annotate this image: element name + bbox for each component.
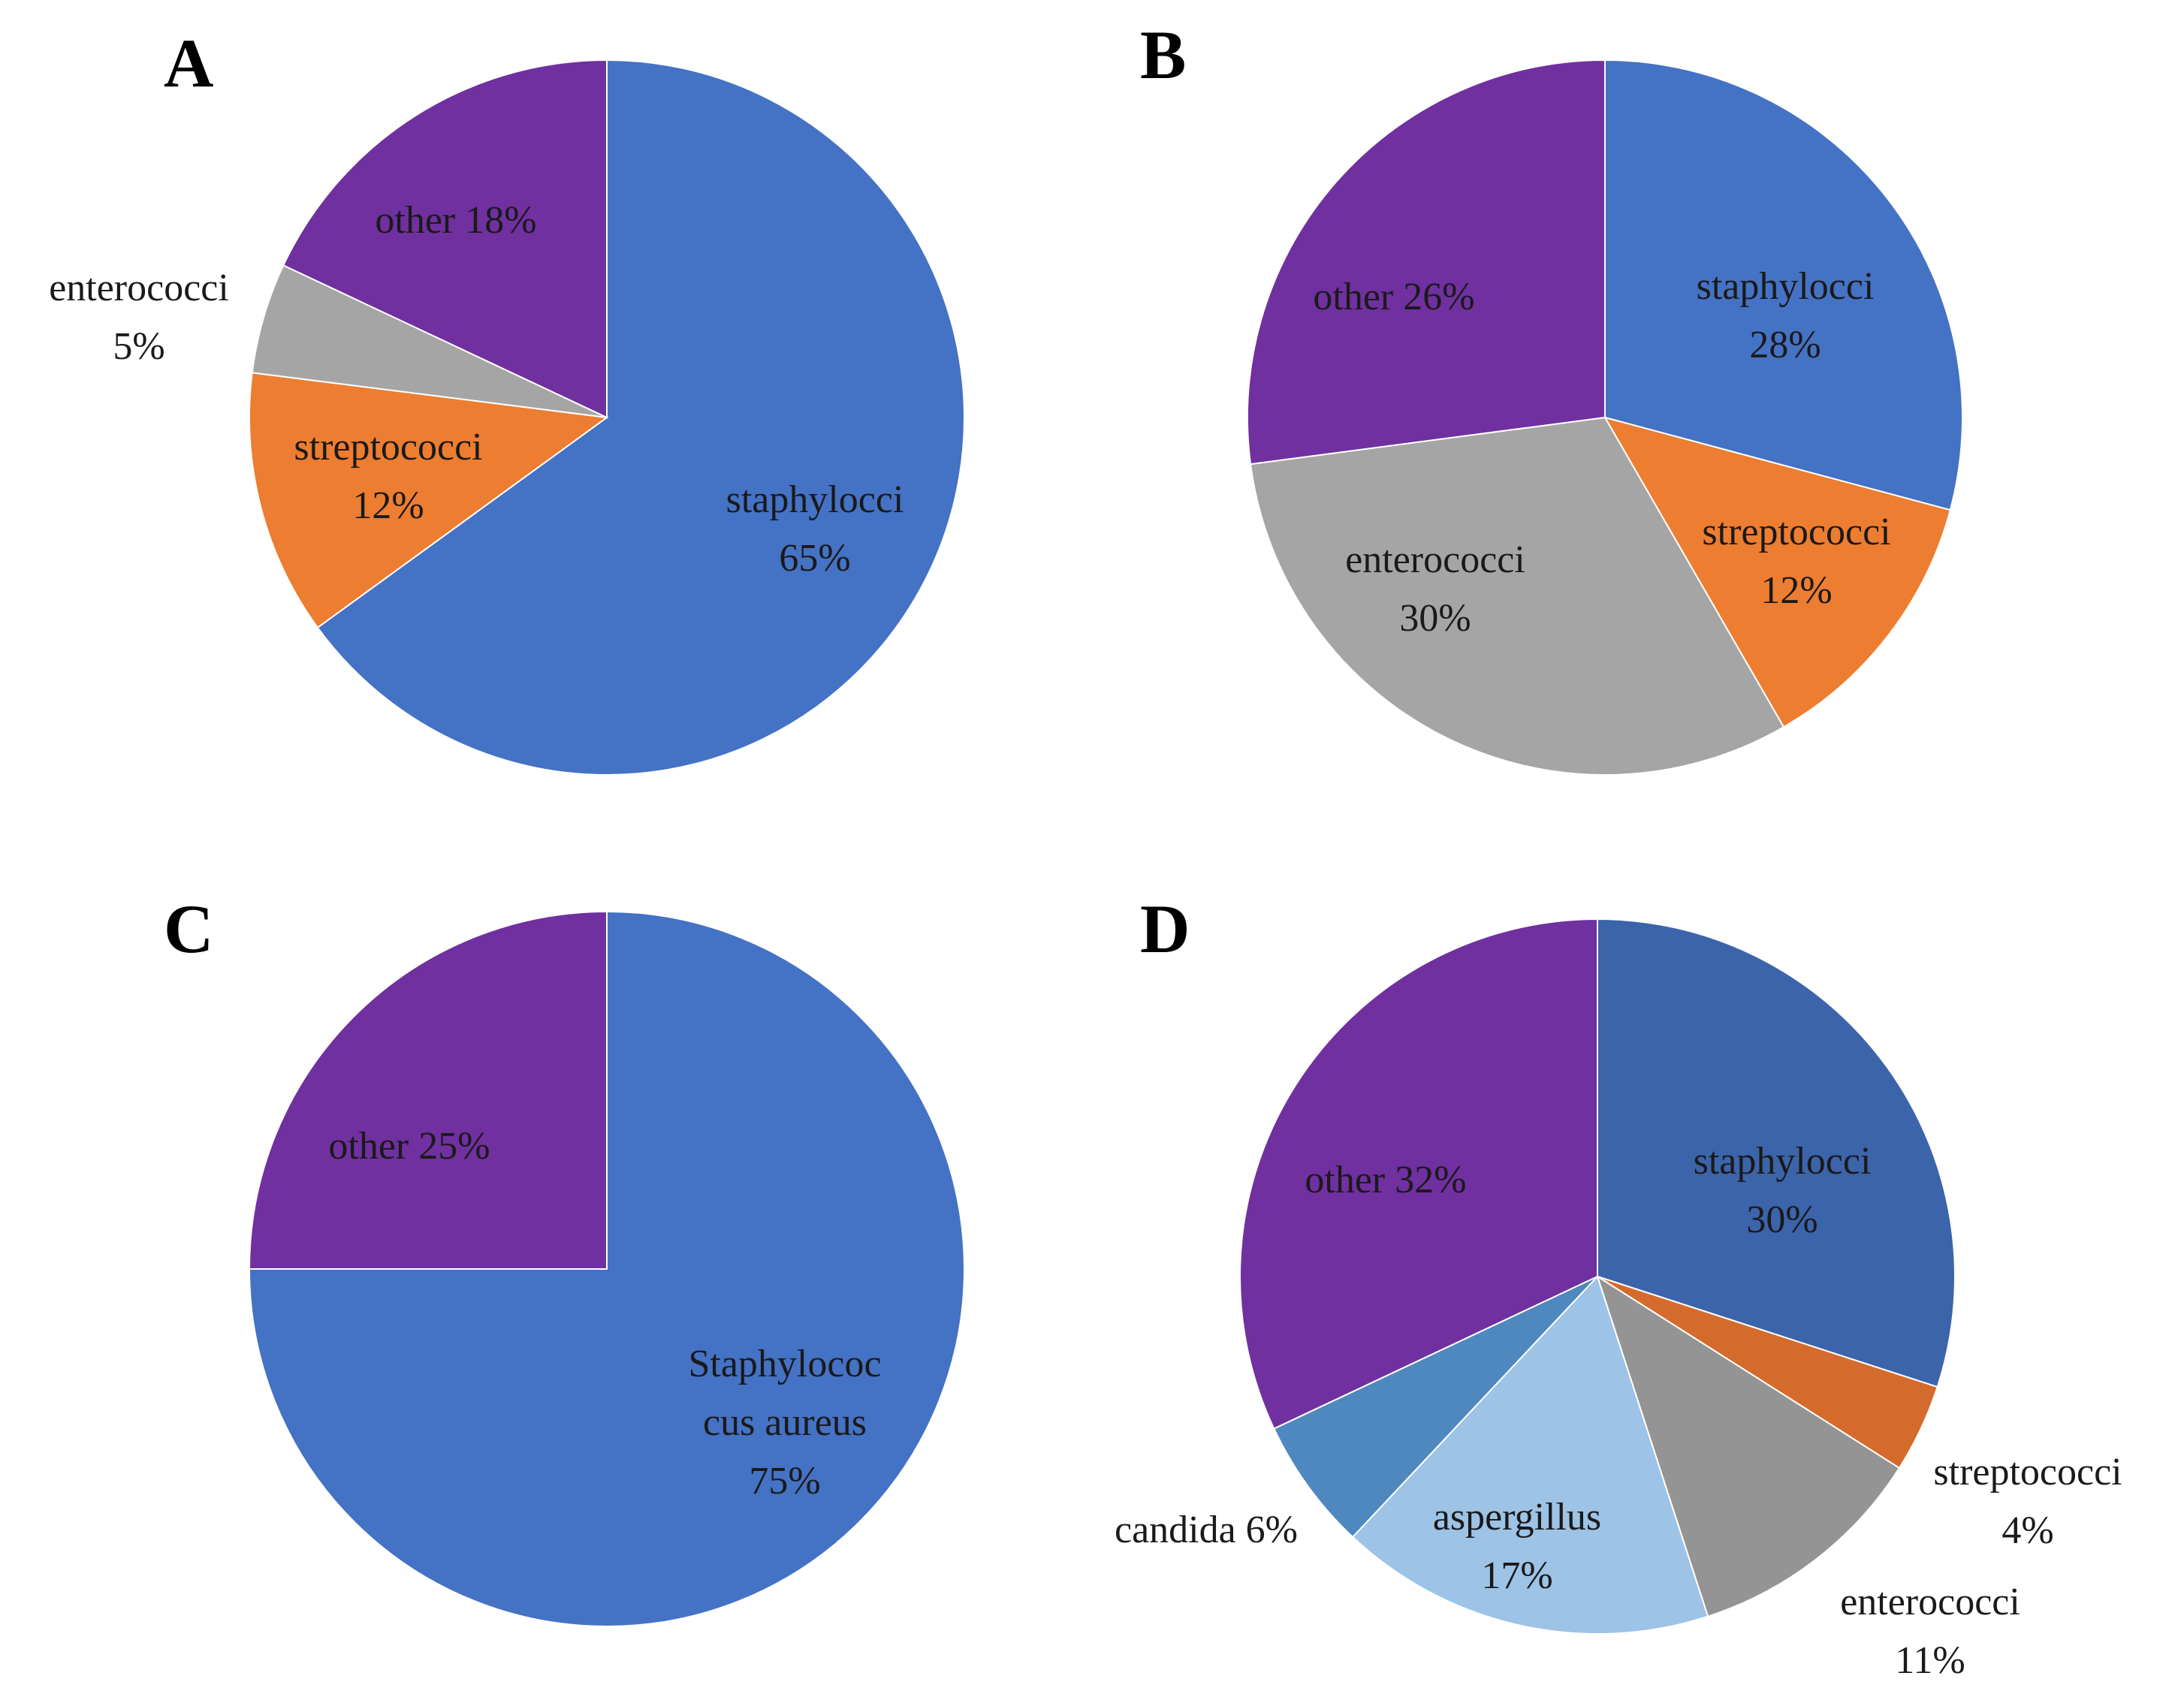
pie-a-label-staphylocci-name: staphylocci: [726, 478, 904, 521]
pie-d-slice-staphylocci: [1597, 918, 1956, 1388]
pie-c-label-other: other 25%: [328, 1125, 490, 1168]
pie-b-label-enterococci-pct: 30%: [1399, 597, 1471, 640]
pie-b-label-streptococci-name: streptococci: [1702, 511, 1890, 553]
pie-d-slice-enterococci: [1596, 1274, 1901, 1617]
pie-chart-a: [249, 59, 965, 776]
pie-chart-b: [1247, 59, 1963, 776]
pie-b-label-staphylocci-name: staphylocci: [1697, 265, 1875, 308]
pie-b-slice-staphylocci: [1604, 59, 1963, 511]
pie-b-slice-streptococci: [1603, 416, 1952, 728]
pie-c-label-staph-line1: Staphylococ: [688, 1343, 881, 1385]
pie-a-label-streptococci-name: streptococci: [294, 426, 482, 469]
pie-d-slice-other: [1239, 918, 1598, 1430]
pie-b-slice-enterococci: [1249, 416, 1785, 776]
pie-d-label-enterococci-pct: 11%: [1895, 1639, 1965, 1682]
pie-b-label-enterococci-name: enterococci: [1345, 538, 1525, 581]
pie-d-label-streptococci-pct: 4%: [2001, 1509, 2053, 1552]
panel-letter-c: C: [164, 891, 213, 967]
pie-d-label-staphylocci-pct: 30%: [1746, 1198, 1817, 1241]
pie-a-slice-staphylocci: [316, 59, 965, 776]
pie-b-slice-other: [1247, 59, 1606, 466]
pie-a-label-streptococci-pct: 12%: [352, 484, 424, 527]
pie-a-label-other: other 18%: [375, 199, 536, 242]
pie-d-slice-aspergillus: [1351, 1275, 1709, 1635]
pie-d-label-staphylocci-name: staphylocci: [1694, 1140, 1872, 1183]
pie-a-label-enterococci-pct: 5%: [113, 325, 164, 368]
pie-chart-c: [248, 910, 965, 1627]
pie-b-label-staphylocci-pct: 28%: [1749, 324, 1821, 366]
pie-d-label-other: other 32%: [1305, 1159, 1466, 1201]
pie-d-label-candida: candida 6%: [1115, 1509, 1298, 1551]
panel-letter-b: B: [1140, 17, 1186, 93]
pie-d-label-aspergillus-name: aspergillus: [1433, 1496, 1601, 1539]
pie-chart-d: [1239, 918, 1956, 1635]
pie-c-slice-other: [248, 910, 608, 1270]
panel-letter-a: A: [164, 25, 213, 101]
pie-c-label-staph-line2: cus aureus: [703, 1401, 867, 1444]
pie-a-label-enterococci-name: enterococci: [49, 267, 229, 309]
pie-b-label-other: other 26%: [1313, 276, 1474, 318]
pie-a-label-staphylocci-pct: 65%: [779, 537, 850, 580]
pie-a-slice-enterococci: [251, 264, 608, 418]
pie-c-slice-staphylococcus-aureus: [248, 910, 965, 1627]
pie-b-label-streptococci-pct: 12%: [1760, 569, 1832, 612]
pie-d-label-streptococci-name: streptococci: [1933, 1451, 2122, 1494]
pie-d-label-aspergillus-pct: 17%: [1481, 1554, 1552, 1597]
panel-letter-d: D: [1140, 891, 1190, 967]
pie-a-slice-streptococci: [249, 372, 609, 629]
pie-c-label-staph-pct: 75%: [749, 1460, 820, 1503]
pie-d-slice-candida: [1272, 1276, 1598, 1539]
pie-d-label-enterococci-name: enterococci: [1840, 1581, 2020, 1623]
pie-a-slice-other: [282, 59, 608, 419]
